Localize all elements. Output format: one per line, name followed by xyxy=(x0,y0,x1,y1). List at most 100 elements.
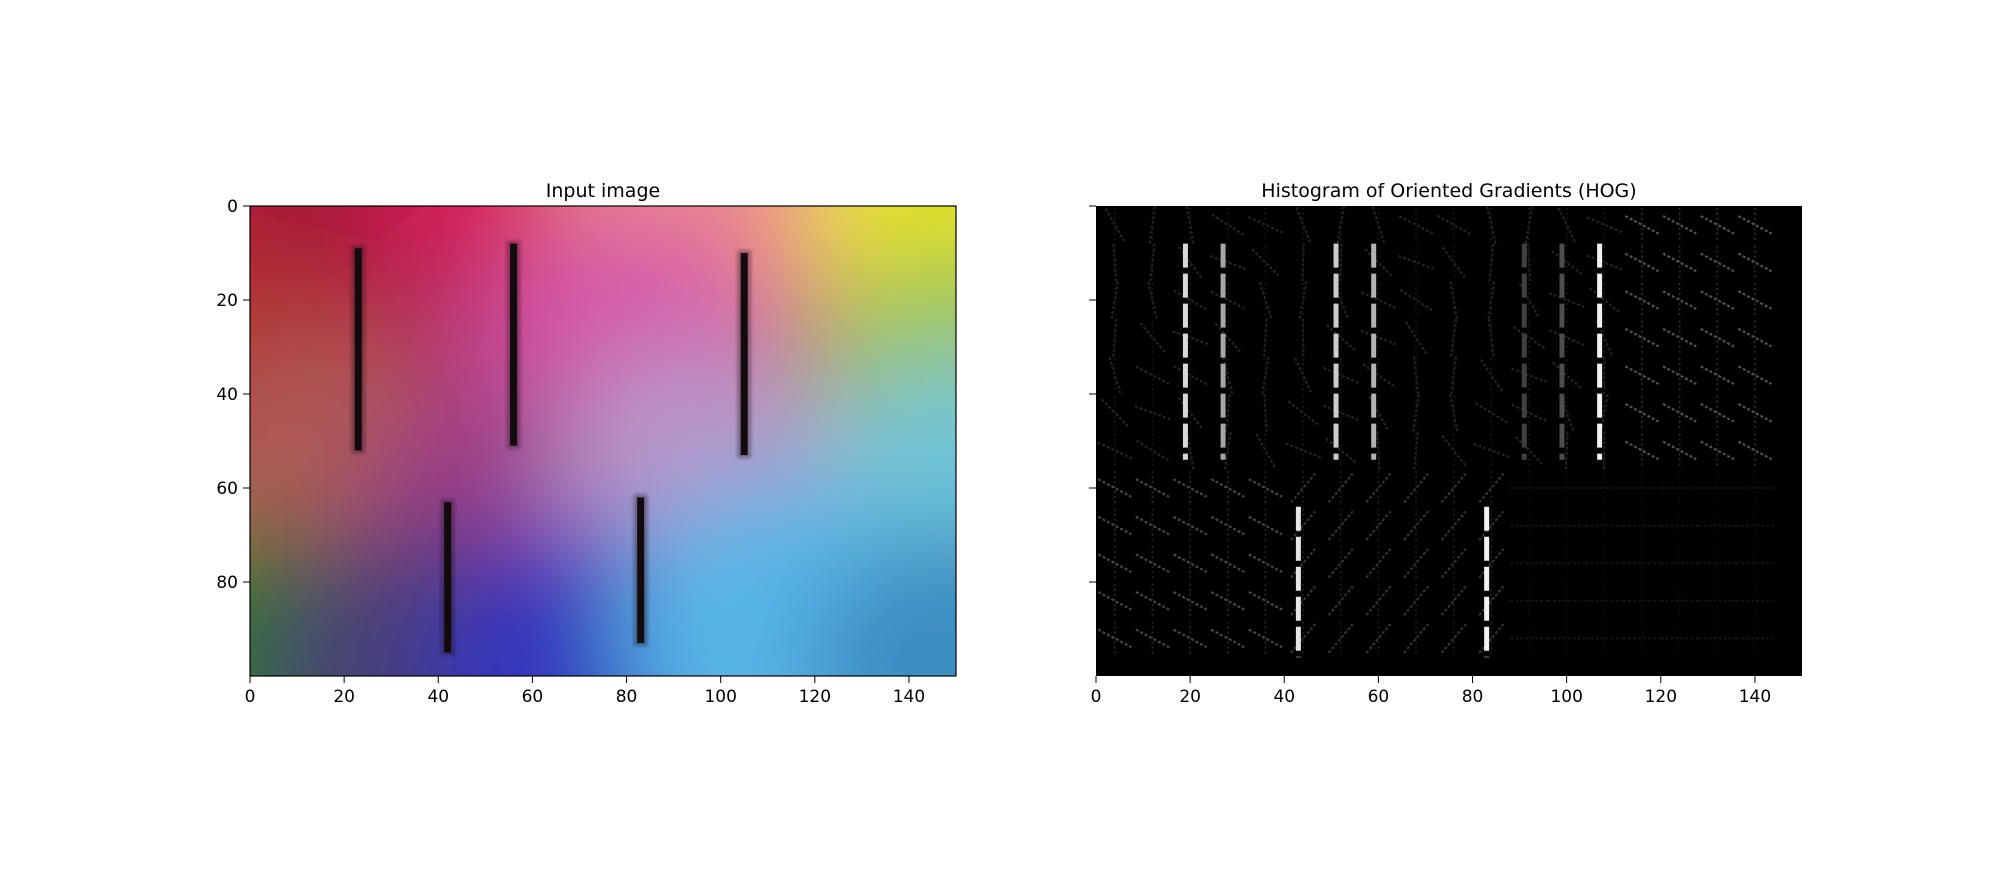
hog-cell-glyph xyxy=(1488,243,1495,282)
hog-cell-glyph xyxy=(1301,243,1305,282)
hog-cell-glyph xyxy=(1700,365,1735,386)
input-image-y-axis: 0 20 40 60 80 xyxy=(216,197,250,593)
hog-cell-glyph xyxy=(1322,366,1359,384)
hog-cell-glyph xyxy=(1602,431,1606,470)
hog-cell-glyph xyxy=(1524,206,1534,244)
hog-cell-glyph xyxy=(1360,329,1397,346)
hog-cell-glyph xyxy=(1327,510,1354,541)
hog-cell-glyph xyxy=(1325,437,1357,463)
hog-cell-glyph xyxy=(1135,478,1170,498)
hog-cell-glyph xyxy=(1108,356,1122,394)
dark-bar xyxy=(740,253,748,456)
x-tick-label: 40 xyxy=(1273,687,1295,707)
hog-cell-glyph xyxy=(1413,431,1420,470)
x-tick-label: 120 xyxy=(1645,687,1677,707)
hog-cell-glyph xyxy=(1248,478,1283,498)
hog-cell-glyph xyxy=(1487,318,1495,357)
hog-cell-glyph xyxy=(1403,548,1429,579)
hog-cell-glyph xyxy=(1298,281,1308,319)
hog-edges xyxy=(1181,243,1604,658)
hog-cell-glyph xyxy=(1211,213,1245,236)
hog-cell-glyph xyxy=(1327,585,1354,616)
hog-cell-glyph xyxy=(1564,431,1569,470)
hog-cell-glyph xyxy=(1251,248,1280,277)
x-tick-label: 120 xyxy=(799,687,831,707)
hog-cell-glyph xyxy=(1248,553,1283,574)
hog-cell-glyph xyxy=(1258,281,1273,319)
hog-cell-glyph xyxy=(1172,478,1208,498)
x-tick-label: 140 xyxy=(893,687,925,707)
hog-cell-glyph xyxy=(1412,394,1421,432)
y-tick-label: 0 xyxy=(227,197,238,217)
hog-cell-glyph xyxy=(1478,510,1505,541)
hog-cell-glyph xyxy=(1327,548,1354,579)
hog-cell-glyph xyxy=(1110,281,1119,319)
hog-cell-glyph xyxy=(1662,402,1697,423)
hog-cell-glyph xyxy=(1287,400,1319,426)
hog-title: Histogram of Oriented Gradients (HOG) xyxy=(1261,180,1636,202)
hog-cell-glyph xyxy=(1148,206,1157,244)
x-tick-label: 0 xyxy=(1091,687,1102,707)
x-tick-label: 60 xyxy=(522,687,544,707)
hog-cell-glyph xyxy=(1290,472,1317,504)
hog-cell-glyph xyxy=(1515,436,1543,465)
hog-cell-glyph xyxy=(1624,214,1660,235)
dark-bar xyxy=(444,502,452,653)
input-image-background xyxy=(250,206,956,676)
hog-cell-glyph xyxy=(1336,206,1346,244)
hog-cell-glyph xyxy=(1557,207,1576,243)
hog-cell-glyph xyxy=(1322,404,1359,421)
hog-cell-glyph xyxy=(1440,623,1467,654)
hog-cell-glyph xyxy=(1737,252,1773,273)
hog-cell-glyph xyxy=(1737,365,1773,386)
hog-cell-glyph xyxy=(1737,290,1773,310)
hog-cell-glyph xyxy=(1662,214,1697,235)
hog-cell-glyph xyxy=(1478,472,1505,504)
hog-cell-glyph xyxy=(1624,440,1660,461)
hog-cell-glyph xyxy=(1662,365,1697,386)
hog-cell-glyph xyxy=(1365,548,1392,579)
hog-cell-glyph xyxy=(1662,290,1697,310)
hog-cell-glyph xyxy=(1700,327,1735,348)
input-image-panel: Input image 0 20 40 60 80 100 120 140 0 20 40 60 80 xyxy=(216,180,957,707)
hog-cell-glyph xyxy=(1586,216,1623,234)
hog-cell-glyph xyxy=(1365,510,1392,541)
x-tick-label: 140 xyxy=(1739,687,1771,707)
dark-bar xyxy=(637,497,645,644)
x-tick-label: 100 xyxy=(1550,687,1582,707)
hog-cell-glyph xyxy=(1364,248,1393,277)
hog-cell-glyph xyxy=(1210,628,1245,649)
hog-cell-glyph xyxy=(1365,472,1392,504)
hog-cell-glyph xyxy=(1404,321,1428,355)
hog-cell-glyph xyxy=(1185,206,1195,244)
hog-cell-glyph xyxy=(1135,365,1170,385)
hog-cell-glyph xyxy=(1548,329,1585,347)
hog-cell-glyph xyxy=(1339,243,1343,282)
hog-cell-glyph xyxy=(1210,515,1245,536)
hog-cell-glyph xyxy=(1255,433,1276,468)
hog-cell-glyph xyxy=(1097,553,1132,574)
hog-cell-glyph xyxy=(1134,405,1171,421)
hog-cell-glyph xyxy=(1263,318,1268,357)
hog-cell-glyph xyxy=(1440,548,1467,579)
y-tick-label: 40 xyxy=(216,385,238,405)
hog-cell-glyph xyxy=(1487,281,1496,319)
hog-cell-glyph xyxy=(1450,318,1458,357)
hog-cell-glyph xyxy=(1700,440,1735,461)
hog-background xyxy=(1096,206,1802,676)
y-tick-label: 80 xyxy=(216,573,238,593)
hog-cell-glyph xyxy=(1210,590,1245,611)
dark-bar xyxy=(510,243,518,446)
hog-cell-glyph xyxy=(1399,289,1433,311)
hog-cell-glyph xyxy=(1097,590,1132,611)
hog-cell-glyph xyxy=(1247,215,1284,234)
hog-cell-glyph xyxy=(1135,439,1170,462)
hog-cell-glyph xyxy=(1700,290,1735,310)
hog-cell-glyph xyxy=(1248,590,1283,611)
hog-cell-glyph xyxy=(1700,252,1735,273)
hog-cell-glyph xyxy=(1737,440,1773,461)
hog-cell-glyph xyxy=(1474,402,1508,424)
x-tick-label: 80 xyxy=(616,687,638,707)
hog-cell-glyph xyxy=(1737,402,1773,423)
input-image-x-axis: 0 20 40 60 80 100 120 140 xyxy=(245,676,925,707)
